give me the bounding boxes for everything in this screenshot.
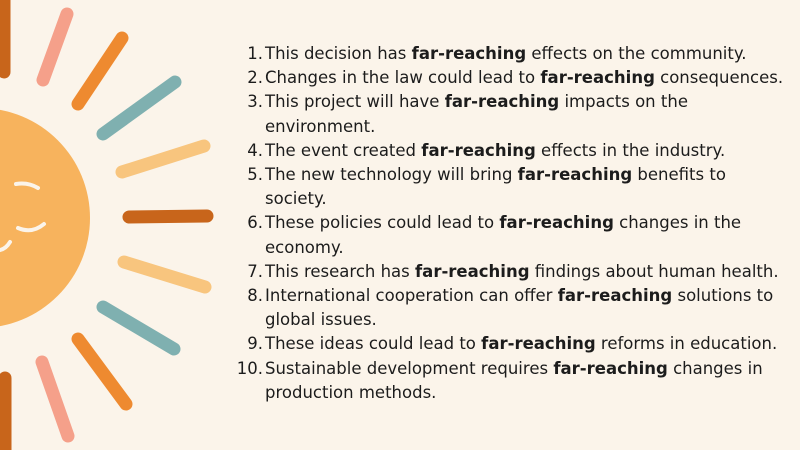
sentence-text: The new technology will bring far-reachi… [265, 163, 786, 211]
keyword-highlight: far-reaching [421, 140, 536, 160]
sun-mouth [0, 240, 12, 253]
sentence-text-after: solutions to global issues. [265, 286, 774, 330]
sentence-number: 6. [247, 213, 263, 233]
keyword-highlight: far-reaching [540, 68, 655, 88]
sentence-text-before: This decision has [265, 44, 412, 63]
sentence-number: 4. [247, 140, 263, 160]
sentence-text: The event created far-reaching effects i… [265, 139, 786, 163]
sentence-text-after: consequences. [654, 68, 784, 88]
sentence-text: These policies could lead to far-reachin… [265, 211, 786, 259]
sentence-text-before: These policies could lead to [265, 213, 500, 233]
keyword-highlight: far-reaching [499, 213, 614, 233]
sun-ray [115, 139, 211, 179]
keyword-highlight: far-reaching [481, 334, 596, 354]
sentence-item: 5. The new technology will bring far-reac… [226, 163, 786, 211]
sun-ray [96, 75, 182, 141]
sentence-text-before: Sustainable development requires [265, 358, 554, 378]
sentence-text-before: This project will have [265, 92, 445, 112]
sentence-text: These ideas could lead to far-reaching r… [265, 332, 786, 356]
sentence-number: 5. [247, 165, 263, 185]
keyword-highlight: far-reaching [553, 358, 668, 378]
sun-ray [71, 31, 129, 111]
sun-rays [0, 0, 214, 450]
sentence-number: 2. [247, 68, 263, 88]
sun-ray [122, 209, 214, 224]
sentence-text-after: reforms in education. [595, 334, 778, 354]
sentence-text: This research has far-reaching findings … [265, 260, 786, 284]
sentence-number: 7. [247, 261, 263, 281]
sun-face [0, 181, 46, 253]
sentence-item: 9. These ideas could lead to far-reaching… [226, 332, 786, 356]
sun-ray [117, 255, 212, 294]
keyword-highlight: far-reaching [517, 165, 633, 185]
sentence-text-after: changes in the economy. [265, 213, 742, 257]
sentence-item: 2. Changes in the law could lead to far-r… [226, 66, 786, 90]
sentence-text: This decision has far-reaching effects o… [265, 42, 786, 66]
sentence-text-after: changes in production methods. [265, 358, 763, 402]
sun-eye [16, 222, 46, 233]
sentence-text: International cooperation can offer far-… [265, 284, 786, 332]
sentence-item: 1. This decision has far-reaching effects… [226, 42, 786, 66]
sentence-text-after: effects in the industry. [535, 140, 726, 160]
sentence-text: Sustainable development requires far-rea… [265, 357, 786, 405]
sentence-text-before: Changes in the law could lead to [265, 68, 541, 88]
sentence-number: 8. [247, 286, 263, 306]
sun-disc [0, 109, 90, 327]
sentence-item: 10. Sustainable development requires far-… [226, 357, 786, 405]
sentence-text-before: These ideas could lead to [265, 334, 482, 354]
sun-illustration [0, 0, 214, 450]
sun-ray [71, 332, 133, 411]
sentence-item: 3. This project will have far-reaching im… [226, 90, 786, 138]
sentence-number: 1. [247, 44, 263, 63]
keyword-highlight: far-reaching [415, 261, 530, 281]
sentence-text-after: effects on the community. [526, 44, 747, 63]
keyword-highlight: far-reaching [557, 286, 673, 306]
sentence-item: 4. The event created far-reaching effects… [226, 139, 786, 163]
sentence-text-after: findings about human health. [529, 261, 779, 281]
sentence-text-after: impacts on the environment. [265, 92, 688, 136]
sentence-text-before: This research has [265, 261, 415, 281]
sentence-number: 10. [236, 358, 263, 378]
sentence-text-after: benefits to society. [265, 165, 726, 209]
sentence-text: This project will have far-reaching impa… [265, 90, 786, 138]
sun-ray [35, 355, 75, 443]
sun-ray [96, 300, 181, 356]
sentence-item: 8. International cooperation can offer fa… [226, 284, 786, 332]
keyword-highlight: far-reaching [411, 44, 527, 63]
sentence-text-before: The event created [265, 140, 422, 160]
sentence-item: 7. This research has far-reaching finding… [226, 260, 786, 284]
sentence-text: Changes in the law could lead to far-rea… [265, 66, 786, 90]
sentence-number: 9. [247, 334, 263, 354]
sentence-text-before: The new technology will bring [265, 165, 518, 185]
sentence-item: 6. These policies could lead to far-reach… [226, 211, 786, 259]
example-sentence-list: 1. This decision has far-reaching effects… [226, 42, 786, 405]
sun-eye [14, 181, 40, 190]
sentence-number: 3. [247, 92, 263, 112]
keyword-highlight: far-reaching [444, 92, 560, 112]
sentence-text-before: International cooperation can offer [265, 286, 558, 306]
sun-ray [36, 7, 74, 87]
